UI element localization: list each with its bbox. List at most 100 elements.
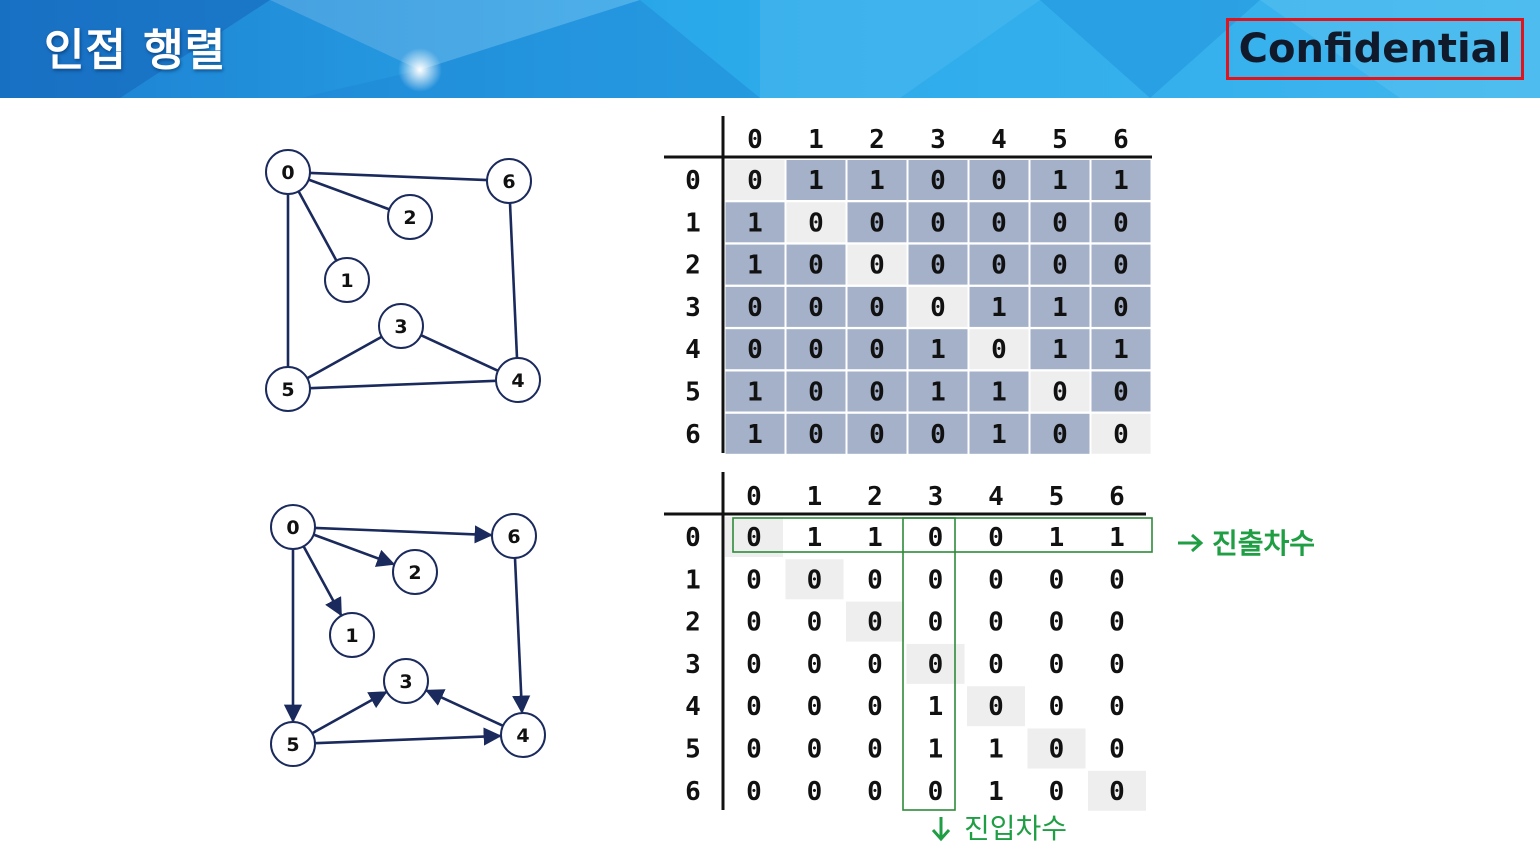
undirected-cell-bg-2-5 [1030, 244, 1090, 285]
undirected-cell-5-6: 0 [1113, 378, 1129, 408]
directed-node-label-6: 6 [507, 526, 520, 548]
undirected-cell-0-4: 0 [991, 166, 1007, 196]
undirected-cell-3-5: 1 [1052, 293, 1068, 323]
undirected-cell-bg-3-2 [847, 286, 907, 327]
undirected-cell-4-0: 0 [747, 335, 763, 365]
directed-cell-2-6: 0 [1109, 608, 1125, 638]
undirected-cell-6-5: 0 [1052, 420, 1068, 450]
undirected-cell-bg-1-4 [969, 202, 1029, 243]
undirected-col-header-4: 4 [991, 125, 1007, 155]
undirected-cell-4-4: 0 [991, 335, 1007, 365]
directed-node-label-1: 1 [345, 625, 358, 647]
undirected-row-header-6: 6 [685, 420, 701, 450]
directed-cell-6-4: 1 [988, 777, 1004, 807]
undirected-col-header-5: 5 [1052, 125, 1068, 155]
directed-cell-0-3: 0 [928, 523, 944, 553]
undirected-node-0 [265, 149, 311, 195]
undirected-cell-5-5: 0 [1052, 378, 1068, 408]
directed-col-header-4: 4 [988, 482, 1004, 512]
directed-cell-0-4: 0 [988, 523, 1004, 553]
directed-cell-6-6: 0 [1109, 777, 1125, 807]
directed-cell-2-5: 0 [1049, 608, 1065, 638]
directed-cell-1-6: 0 [1109, 565, 1125, 595]
directed-row-header-1: 1 [685, 565, 701, 595]
in-degree-column-box [902, 517, 956, 811]
undirected-cell-bg-6-3 [908, 413, 968, 454]
undirected-cell-bg-2-1 [786, 244, 846, 285]
directed-cell-3-0: 0 [746, 650, 762, 680]
directed-node-0 [270, 504, 316, 550]
directed-cell-5-5: 0 [1049, 735, 1065, 765]
undirected-cell-0-3: 0 [930, 166, 946, 196]
undirected-cell-bg-6-6 [1091, 413, 1151, 454]
undirected-cell-bg-4-0 [725, 329, 785, 370]
directed-cell-4-0: 0 [746, 692, 762, 722]
undirected-node-3 [378, 303, 424, 349]
undirected-edge-0-6 [309, 171, 488, 182]
undirected-cell-3-4: 1 [991, 293, 1007, 323]
undirected-edge-3-4 [420, 334, 499, 372]
directed-cell-0-1: 1 [807, 523, 823, 553]
undirected-cell-bg-6-4 [969, 413, 1029, 454]
directed-node-4 [500, 712, 546, 758]
undirected-cell-bg-3-0 [725, 286, 785, 327]
directed-cell-0-5: 1 [1049, 523, 1065, 553]
directed-col-header-6: 6 [1109, 482, 1125, 512]
undirected-cell-bg-2-0 [725, 244, 785, 285]
undirected-cell-bg-3-6 [1091, 286, 1151, 327]
directed-cell-4-4: 0 [988, 692, 1004, 722]
directed-col-header-2: 2 [867, 482, 883, 512]
directed-graph: 0 1 2 3 4 5 6 [270, 504, 546, 767]
undirected-cell-bg-0-6 [1091, 160, 1151, 200]
directed-cell-3-4: 0 [988, 650, 1004, 680]
directed-cell-1-4: 0 [988, 565, 1004, 595]
undirected-node-1 [324, 257, 370, 303]
undirected-cell-0-5: 1 [1052, 166, 1068, 196]
directed-cell-2-3: 0 [928, 608, 944, 638]
undirected-cell-5-3: 1 [930, 378, 946, 408]
undirected-row-header-4: 4 [685, 335, 701, 365]
in-degree-label: 진입차수 [964, 812, 1067, 845]
undirected-cell-bg-3-4 [969, 286, 1029, 327]
directed-cell-bg-1-1 [785, 559, 844, 600]
undirected-row-header-1: 1 [685, 208, 701, 238]
undirected-cell-0-2: 1 [869, 166, 885, 196]
directed-edge-0-2 [313, 533, 396, 567]
directed-node-2 [392, 549, 438, 595]
undirected-cell-bg-4-4 [969, 329, 1029, 370]
undirected-cell-2-3: 0 [930, 251, 946, 281]
undirected-cell-4-3: 1 [930, 335, 946, 365]
directed-cell-1-3: 0 [928, 565, 944, 595]
directed-cell-bg-0-0 [725, 517, 783, 557]
undirected-cell-3-6: 0 [1113, 293, 1129, 323]
directed-cell-6-0: 0 [746, 777, 762, 807]
undirected-cell-bg-4-6 [1091, 329, 1151, 370]
directed-node-label-0: 0 [286, 517, 299, 539]
page-title: 인접 행렬 [44, 25, 227, 76]
undirected-cell-0-0: 0 [747, 166, 763, 196]
directed-cell-bg-4-4 [967, 686, 1025, 727]
undirected-cell-bg-2-6 [1091, 244, 1151, 285]
undirected-cell-1-3: 0 [930, 208, 946, 238]
confidential-badge: Confidential [1226, 18, 1524, 80]
directed-cell-5-2: 0 [867, 735, 883, 765]
undirected-col-header-0: 0 [747, 125, 763, 155]
undirected-cell-bg-5-2 [847, 371, 907, 412]
directed-cell-5-1: 0 [807, 735, 823, 765]
directed-cell-bg-2-2 [846, 601, 904, 642]
undirected-cell-bg-4-2 [847, 329, 907, 370]
undirected-cell-6-4: 1 [991, 420, 1007, 450]
directed-cell-6-2: 0 [867, 777, 883, 807]
directed-cell-0-6: 1 [1109, 523, 1125, 553]
directed-cell-1-5: 0 [1049, 565, 1065, 595]
undirected-cell-4-1: 0 [808, 335, 824, 365]
directed-cell-5-4: 1 [988, 735, 1004, 765]
directed-cell-4-2: 0 [867, 692, 883, 722]
undirected-cell-5-4: 1 [991, 378, 1007, 408]
undirected-cell-bg-6-5 [1030, 413, 1090, 454]
directed-cell-6-5: 0 [1049, 777, 1065, 807]
directed-cell-bg-6-6 [1088, 770, 1146, 811]
undirected-cell-6-3: 0 [930, 420, 946, 450]
undirected-cell-bg-3-3 [908, 286, 968, 327]
undirected-cell-bg-0-5 [1030, 160, 1090, 200]
